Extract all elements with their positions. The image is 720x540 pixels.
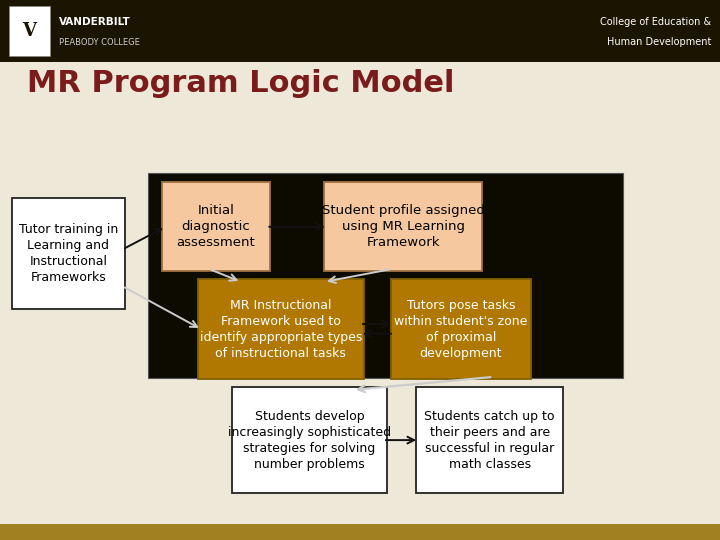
FancyBboxPatch shape bbox=[324, 183, 482, 271]
FancyBboxPatch shape bbox=[232, 388, 387, 492]
Text: Initial
diagnostic
assessment: Initial diagnostic assessment bbox=[176, 204, 256, 249]
FancyBboxPatch shape bbox=[162, 183, 270, 271]
Bar bbox=[0, 0, 720, 6]
Text: PEABODY COLLEGE: PEABODY COLLEGE bbox=[59, 38, 140, 47]
FancyBboxPatch shape bbox=[390, 280, 531, 379]
Text: Students catch up to
their peers and are
successful in regular
math classes: Students catch up to their peers and are… bbox=[424, 410, 555, 470]
Text: MR Program Logic Model: MR Program Logic Model bbox=[27, 69, 455, 98]
Bar bbox=[0, 0, 720, 62]
Text: College of Education &: College of Education & bbox=[600, 17, 711, 27]
Bar bbox=[9, 6, 50, 56]
FancyBboxPatch shape bbox=[12, 198, 125, 309]
Text: MR Instructional
Framework used to
identify appropriate types
of instructional t: MR Instructional Framework used to ident… bbox=[199, 299, 362, 360]
Bar bbox=[0, 524, 720, 540]
Text: Tutors pose tasks
within student's zone
of proximal
development: Tutors pose tasks within student's zone … bbox=[394, 299, 528, 360]
Text: V: V bbox=[22, 22, 37, 40]
FancyBboxPatch shape bbox=[416, 388, 563, 492]
Text: Human Development: Human Development bbox=[607, 37, 711, 47]
Text: Tutor training in
Learning and
Instructional
Frameworks: Tutor training in Learning and Instructi… bbox=[19, 224, 118, 284]
Text: VANDERBILT: VANDERBILT bbox=[59, 17, 131, 27]
Text: Student profile assigned
using MR Learning
Framework: Student profile assigned using MR Learni… bbox=[322, 204, 485, 249]
Bar bbox=[148, 173, 623, 378]
Text: Students develop
increasingly sophisticated
strategies for solving
number proble: Students develop increasingly sophistica… bbox=[228, 410, 391, 470]
FancyBboxPatch shape bbox=[198, 280, 364, 379]
